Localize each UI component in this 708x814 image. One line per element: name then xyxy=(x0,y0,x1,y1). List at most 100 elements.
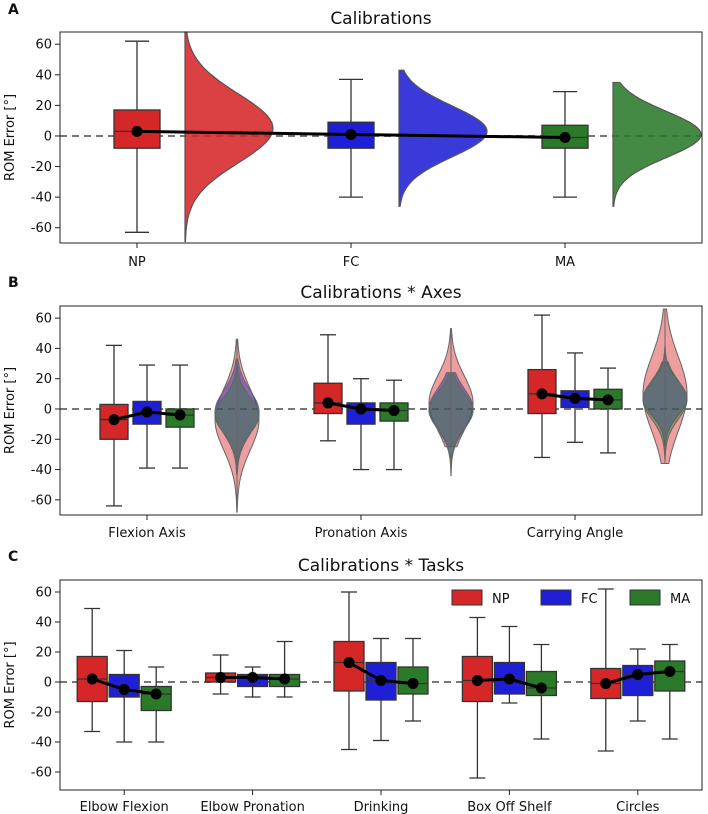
y-axis-label: ROM Error [°] xyxy=(3,367,18,454)
y-tick-label: 20 xyxy=(35,99,52,114)
mean-point xyxy=(141,406,153,418)
legend-label: FC xyxy=(581,592,598,607)
mean-point xyxy=(559,132,571,143)
y-tick-label: 60 xyxy=(35,38,52,53)
violin-right-np xyxy=(664,308,688,465)
y-tick-label: -40 xyxy=(31,191,52,206)
mean-point xyxy=(535,682,547,694)
mean-point xyxy=(600,678,612,689)
legend: NP FC MA xyxy=(451,589,690,607)
y-tick-label: 60 xyxy=(35,312,52,327)
x-tick-label: Circles xyxy=(616,800,660,814)
panel-b: B Calibrations * Axes -60 -40 -20 0 20 40 60 ROM … xyxy=(3,275,703,541)
legend-swatch-fc xyxy=(540,589,572,606)
mean-point xyxy=(388,405,400,416)
mean-point xyxy=(150,688,162,700)
y-tick-label: 60 xyxy=(35,586,52,601)
panel-letter: C xyxy=(8,549,18,565)
plot-frame xyxy=(59,579,703,791)
chart-title: Calibrations xyxy=(330,9,431,29)
mean-point xyxy=(118,684,130,695)
y-tick-label: -60 xyxy=(31,766,52,781)
y-tick-label: -60 xyxy=(31,493,52,508)
violin-right-np xyxy=(236,338,260,513)
violin-ma xyxy=(612,81,702,207)
category-group: Flexion Axis xyxy=(99,338,260,541)
y-tick-label: -20 xyxy=(31,160,52,175)
mean-point xyxy=(322,397,334,409)
x-tick-label: MA xyxy=(555,255,575,270)
panel-a: A Calibrations -60 -40 -20 0 20 40 60 ROM Error [… xyxy=(3,2,703,270)
category-group: Circles xyxy=(590,588,686,814)
legend-label: NP xyxy=(492,592,510,607)
x-tick-label: Carrying Angle xyxy=(527,526,623,541)
category-group: Drinking xyxy=(333,591,429,814)
mean-point xyxy=(602,394,614,406)
mean-point xyxy=(355,403,367,415)
mean-point xyxy=(343,657,355,668)
y-axis-label: ROM Error [°] xyxy=(3,641,18,728)
violin-left-ma xyxy=(428,373,452,476)
y-tick-label: 0 xyxy=(44,129,52,144)
violin-left-ma xyxy=(642,361,666,460)
panel-letter: B xyxy=(8,275,19,291)
plot-frame xyxy=(59,31,703,244)
y-tick-label: 0 xyxy=(44,402,52,417)
mean-point xyxy=(279,673,291,685)
legend-swatch-np xyxy=(451,589,483,606)
x-tick-label: Box Off Shelf xyxy=(467,800,552,814)
mean-point xyxy=(375,675,387,686)
mean-point xyxy=(345,128,357,140)
chart-title: Calibrations * Tasks xyxy=(298,556,464,576)
y-tick-label: 40 xyxy=(35,68,52,83)
legend-swatch-ma xyxy=(629,589,661,606)
category-group: Elbow Flexion xyxy=(76,607,172,814)
x-tick-label: FC xyxy=(343,255,360,270)
y-tick-label: 40 xyxy=(35,616,52,631)
y-tick-label: 20 xyxy=(35,372,52,387)
mean-point xyxy=(247,672,259,683)
violin-right-ma xyxy=(450,373,474,476)
y-tick-label: 0 xyxy=(44,676,52,691)
category-group: Elbow Pronation xyxy=(200,640,305,814)
x-tick-label: Flexion Axis xyxy=(108,526,186,541)
panel-c: C Calibrations * Tasks -60 -40 -20 0 20 40 60 ROM… xyxy=(3,549,703,814)
category-group: Carrying Angle xyxy=(527,308,688,541)
y-tick-label: 20 xyxy=(35,646,52,661)
violin-left-ma xyxy=(214,358,238,475)
y-tick-label: -40 xyxy=(31,736,52,751)
violin-np xyxy=(184,31,274,243)
chart-title: Calibrations * Axes xyxy=(300,283,461,303)
mean-point xyxy=(215,672,227,683)
mean-point xyxy=(131,125,143,137)
y-axis-label: ROM Error [°] xyxy=(3,94,18,181)
panel-letter: A xyxy=(8,2,19,18)
y-tick-label: 40 xyxy=(35,342,52,357)
x-tick-label: Pronation Axis xyxy=(315,526,408,541)
violin-right-ma xyxy=(236,358,260,475)
y-tick-label: -20 xyxy=(31,433,52,448)
x-tick-label: Elbow Flexion xyxy=(80,800,169,814)
plot-frame xyxy=(59,305,703,516)
y-tick-label: -20 xyxy=(31,706,52,721)
mean-point xyxy=(407,678,419,689)
mean-point xyxy=(503,673,515,685)
violin-right-ma xyxy=(664,361,688,460)
mean-point xyxy=(108,414,120,426)
category-group: Pronation Axis xyxy=(313,328,474,541)
violin-fc xyxy=(398,69,488,207)
mean-point xyxy=(86,673,98,685)
y-tick-label: -60 xyxy=(31,221,52,236)
mean-point xyxy=(664,666,676,677)
mean-point xyxy=(471,675,483,686)
y-tick-label: -40 xyxy=(31,463,52,478)
x-tick-label: Drinking xyxy=(354,800,409,814)
mean-point xyxy=(536,388,548,400)
mean-point xyxy=(174,409,186,421)
mean-point xyxy=(569,392,581,404)
category-group: Box Off Shelf xyxy=(461,616,558,814)
violin-left-np xyxy=(642,308,666,465)
mean-point xyxy=(632,669,644,680)
violin-left-np xyxy=(214,338,238,513)
